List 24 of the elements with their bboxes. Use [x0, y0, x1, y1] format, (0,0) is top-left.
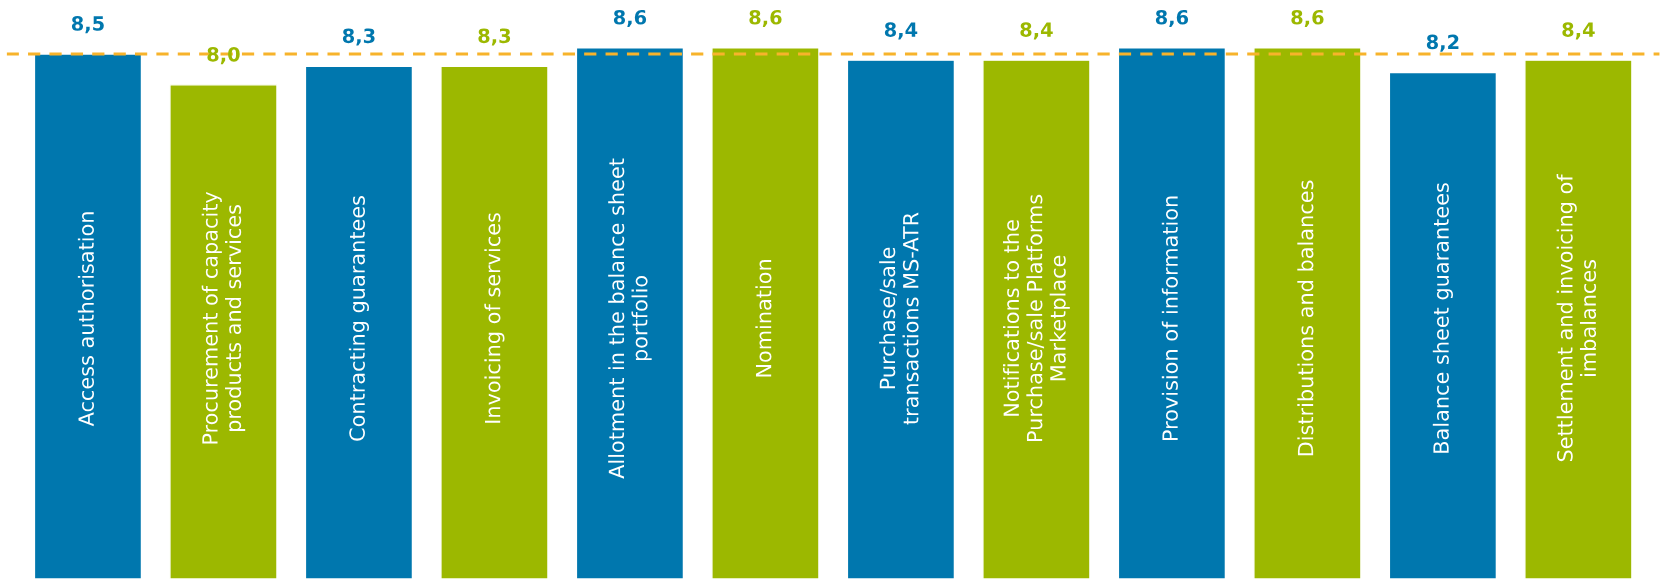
x-tick-label: Invoicing of services	[484, 213, 505, 423]
x-tick-label: Balance sheet guarantees	[1432, 183, 1453, 453]
x-tick-label: Nomination	[755, 260, 772, 377]
data-label: 8,6	[1155, 9, 1189, 28]
data-label: 8,4	[1020, 22, 1053, 40]
x-tick-label: Notifications to the Purchase/sale Platforms Marketplace	[1002, 194, 1070, 441]
data-label: 8,6	[613, 9, 647, 28]
x-tick-label: Settlement and invoicing of imbalances	[1556, 173, 1597, 462]
x-tick-label: Access authorisation	[77, 212, 94, 427]
data-label: 8,3	[478, 28, 511, 46]
x-tick-label: Provision of information	[1161, 196, 1178, 441]
x-tick-label: Distributions and balances	[1297, 180, 1314, 456]
data-label: 8,3	[342, 28, 375, 46]
x-tick-label: Procurement of capacity products and services	[201, 191, 246, 444]
data-label: 8,2	[1426, 34, 1459, 52]
data-label: 8,4	[1562, 22, 1595, 40]
data-label: 8,4	[884, 22, 918, 40]
data-label: 8,6	[749, 9, 782, 28]
data-label: 8,6	[1291, 9, 1324, 28]
x-tick-label: Contracting guarantees	[348, 196, 370, 441]
x-tick-label: Allotment in the balance sheet portfolio	[608, 158, 652, 479]
x-tick-label: Purchase/sale transactions MS-ATR	[879, 212, 919, 425]
data-label: 8,0	[207, 46, 240, 65]
data-label: 8,5	[71, 16, 104, 34]
